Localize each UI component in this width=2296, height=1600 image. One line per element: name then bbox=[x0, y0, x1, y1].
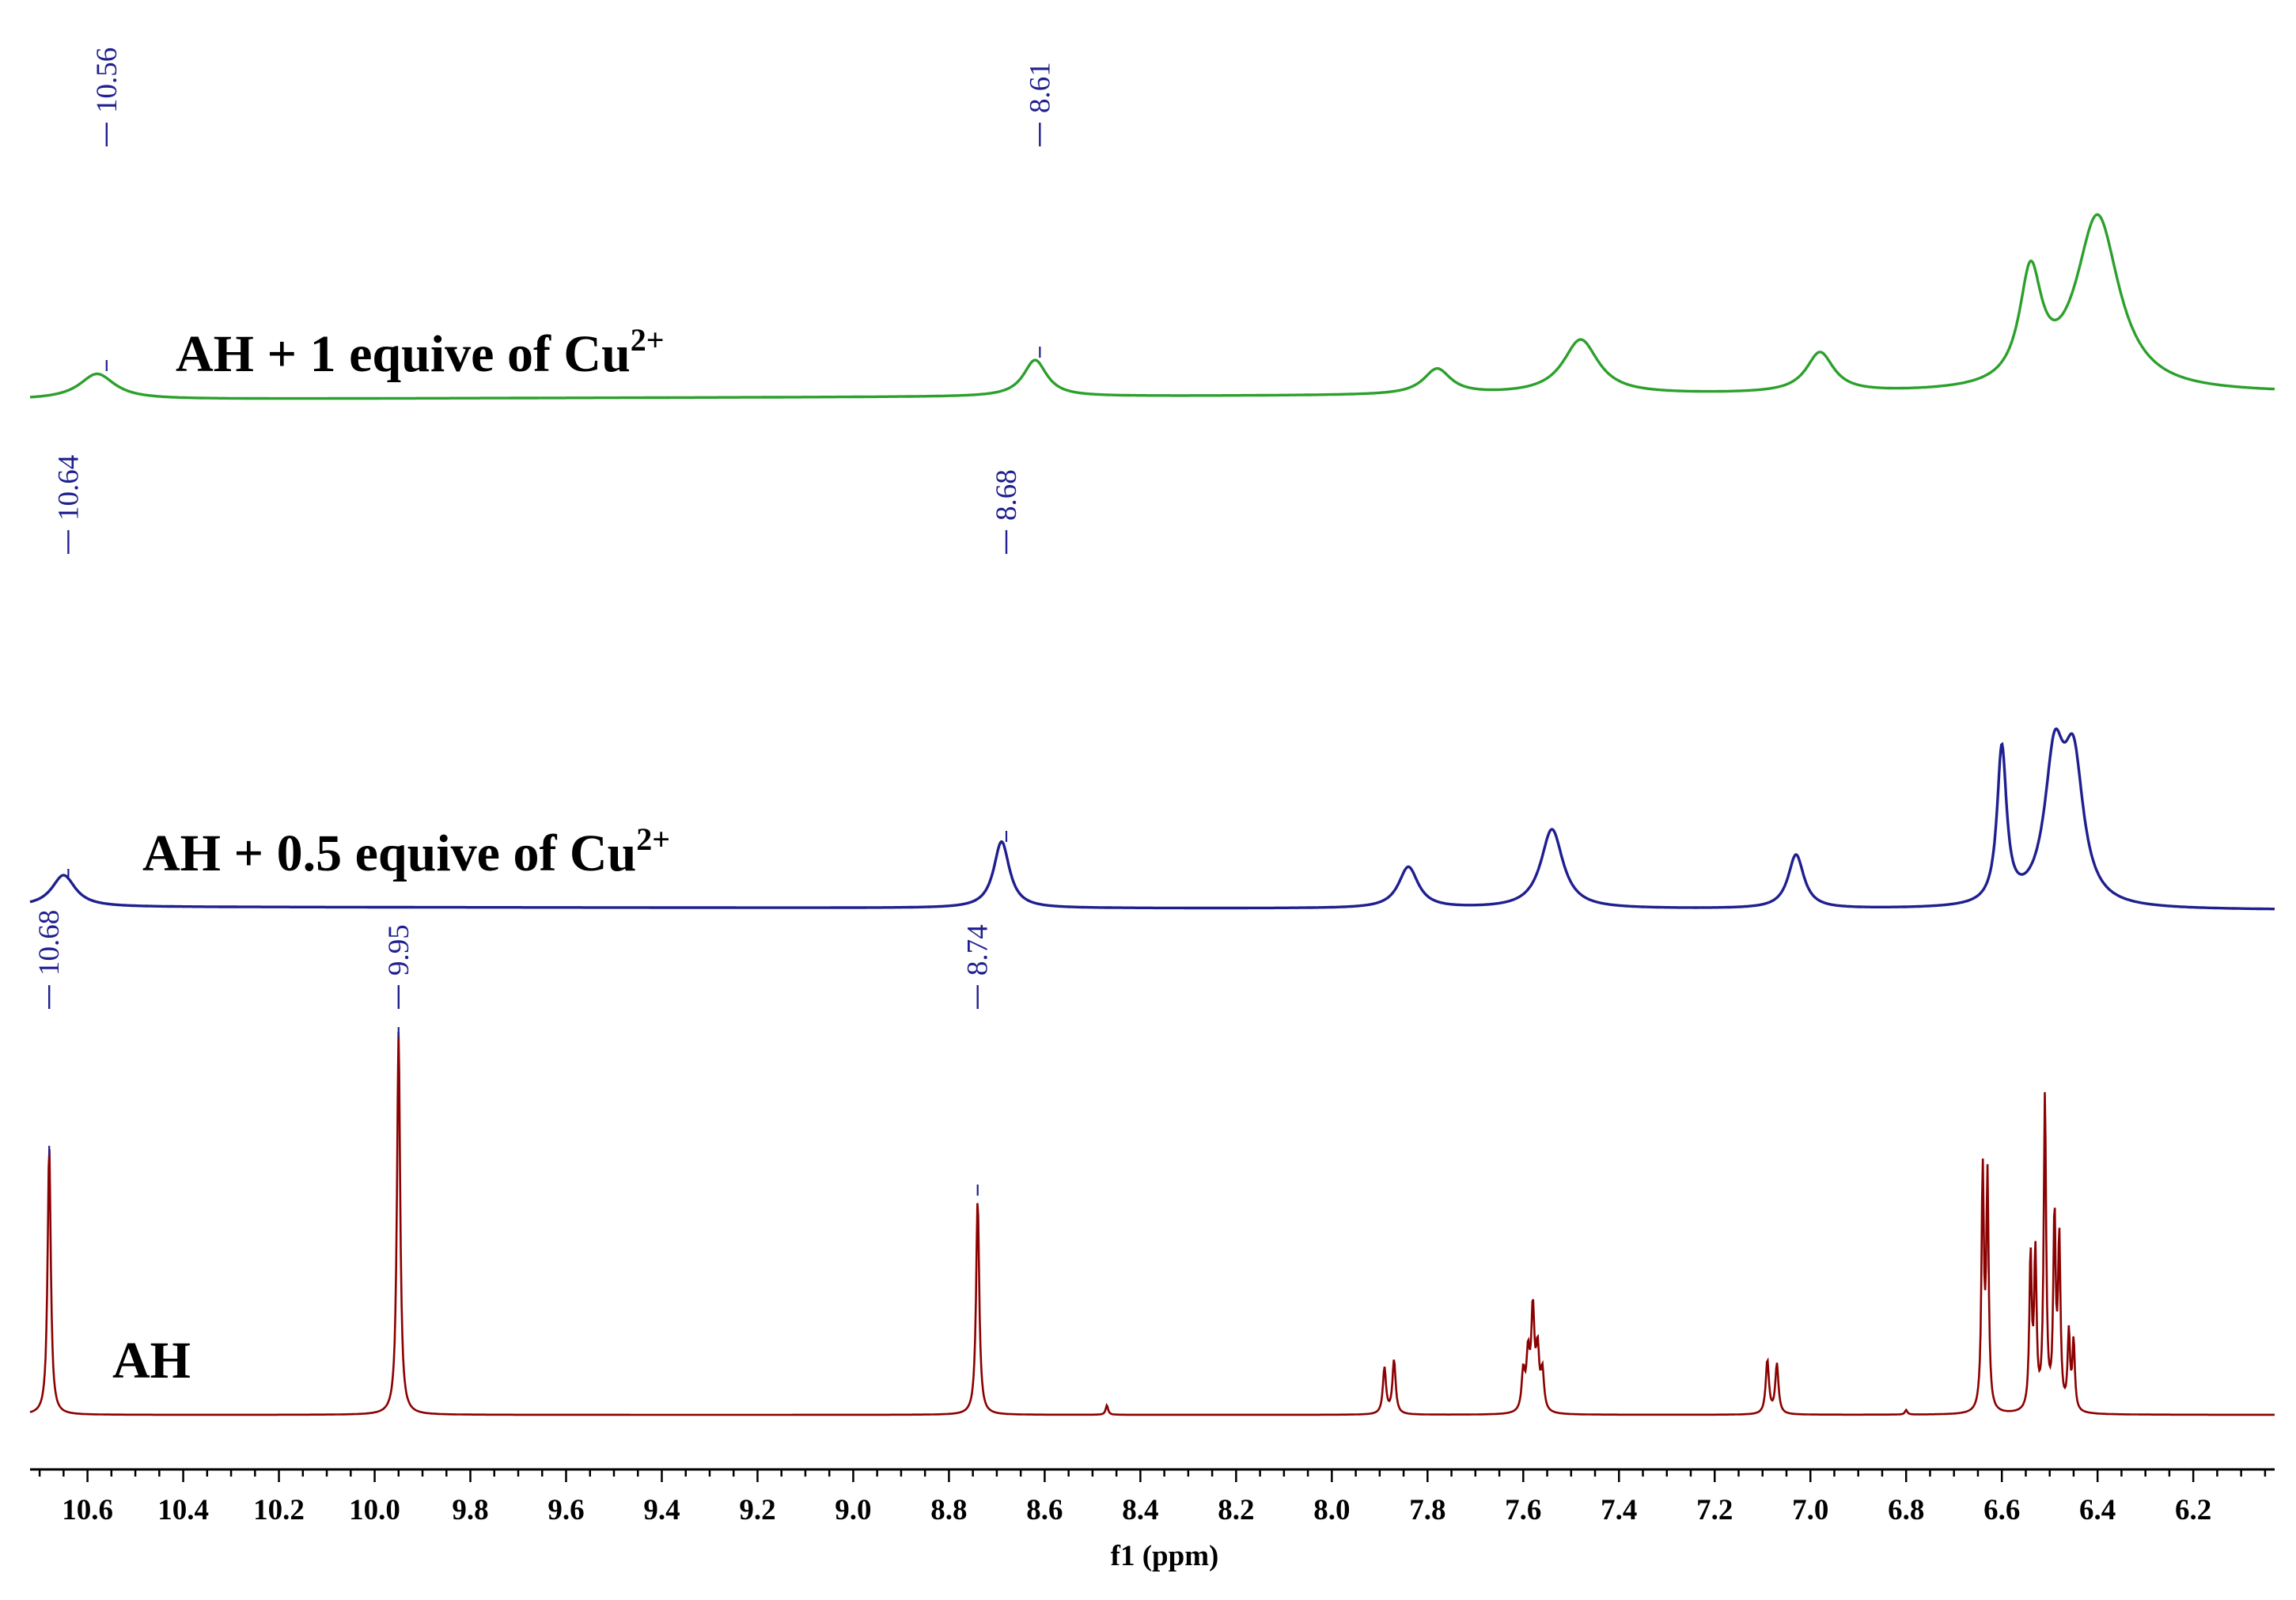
series-label-superscript: 2+ bbox=[636, 821, 670, 857]
peak-label-text: 8.68 bbox=[991, 469, 1023, 521]
series-label-superscript: 2+ bbox=[631, 322, 665, 358]
peak-label: 8.74 bbox=[962, 924, 995, 1009]
peak-label: 10.64 bbox=[52, 455, 85, 554]
x-tick-label: 6.4 bbox=[2079, 1494, 2116, 1526]
spectrum-line bbox=[29, 213, 2275, 400]
series-label: AH bbox=[112, 1332, 191, 1390]
x-axis: 10.6 10.4 10.2 10.0 9.8 9.6 9.4 9.2 9.0 8.8 8.6 8.4… bbox=[30, 1468, 2275, 1526]
series-3 bbox=[29, 1032, 2275, 1416]
peak-label-text: 9.95 bbox=[383, 924, 415, 976]
peak-label: 10.68 bbox=[33, 910, 66, 1009]
x-tick-label: 10.6 bbox=[62, 1494, 113, 1526]
x-tick-label: 10.4 bbox=[157, 1494, 209, 1526]
x-tick-label: 9.0 bbox=[835, 1494, 871, 1526]
spectrum-line bbox=[29, 1032, 2275, 1416]
peak-label-text: 10.64 bbox=[52, 455, 85, 521]
x-tick-label: 6.8 bbox=[1888, 1494, 1924, 1526]
peak-label: 8.61 bbox=[1024, 62, 1056, 146]
x-tick-label: 8.2 bbox=[1218, 1494, 1254, 1526]
spectra bbox=[29, 213, 2275, 1416]
peak-label: 8.68 bbox=[991, 469, 1023, 554]
peak-label: 9.95 bbox=[383, 924, 415, 1009]
peak-label-text: 8.74 bbox=[962, 924, 995, 976]
x-axis-title: f1 (ppm) bbox=[1111, 1540, 1219, 1572]
x-tick-label: 7.4 bbox=[1601, 1494, 1637, 1526]
x-tick-label: 7.2 bbox=[1696, 1494, 1733, 1526]
x-tick-label: 7.0 bbox=[1792, 1494, 1828, 1526]
x-tick-label: 8.4 bbox=[1122, 1494, 1158, 1526]
series-label-text: AH bbox=[112, 1332, 191, 1390]
series-2 bbox=[29, 727, 2275, 911]
x-tick-label: 8.6 bbox=[1026, 1494, 1063, 1526]
x-tick-label: 10.2 bbox=[253, 1494, 305, 1526]
x-tick-label: 7.8 bbox=[1409, 1494, 1445, 1526]
series-label: AH + 0.5 equive of Cu2+ bbox=[142, 821, 670, 882]
x-tick-label: 9.6 bbox=[547, 1494, 584, 1526]
x-tick-label: 6.6 bbox=[1983, 1494, 2020, 1526]
x-tick-label: 8.0 bbox=[1313, 1494, 1350, 1526]
peak-label-text: 10.56 bbox=[91, 47, 123, 113]
spectrum-line bbox=[29, 727, 2275, 911]
peak-label-text: 10.68 bbox=[33, 910, 66, 976]
x-tick-label: 10.0 bbox=[349, 1494, 400, 1526]
x-tick-label: 9.2 bbox=[739, 1494, 775, 1526]
series-label: AH + 1 equive of Cu2+ bbox=[176, 322, 665, 383]
series-label-text: AH + 0.5 equive of Cu bbox=[142, 825, 636, 882]
peak-label: 10.56 bbox=[91, 47, 123, 146]
x-tick-label: 8.8 bbox=[930, 1494, 967, 1526]
x-tick-label: 9.4 bbox=[643, 1494, 680, 1526]
x-tick-label: 9.8 bbox=[452, 1494, 488, 1526]
x-tick-label: 6.2 bbox=[2175, 1494, 2211, 1526]
x-tick-label: 7.6 bbox=[1505, 1494, 1541, 1526]
series-1 bbox=[29, 213, 2275, 400]
series-label-text: AH + 1 equive of Cu bbox=[176, 325, 631, 383]
peak-label-text: 8.61 bbox=[1024, 62, 1056, 113]
